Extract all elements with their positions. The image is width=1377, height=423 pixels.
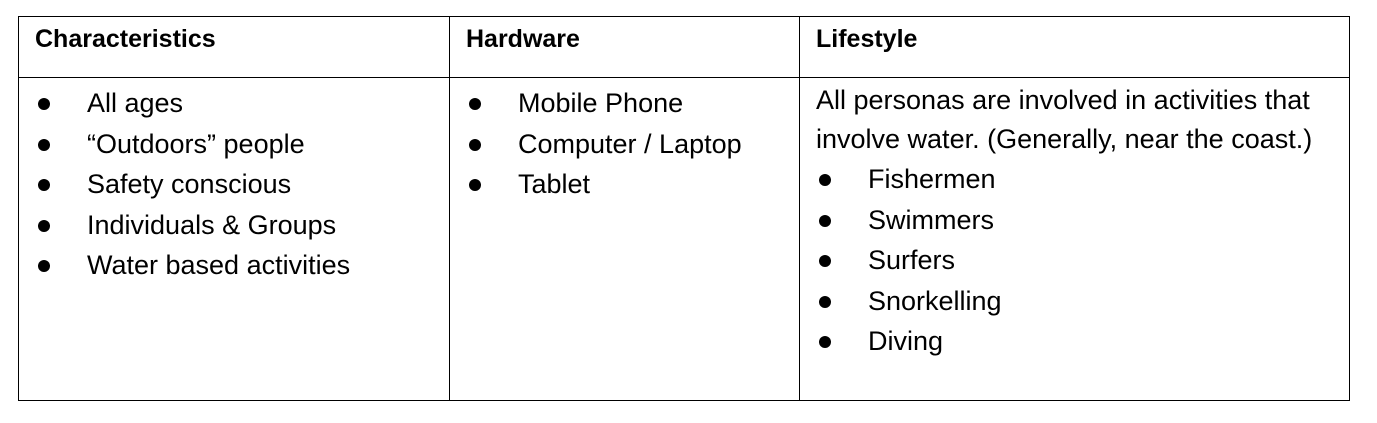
bullet-icon (819, 214, 831, 227)
list-item-label: Water based activities (87, 250, 351, 281)
list-item-label: Fishermen (868, 164, 996, 194)
list-item-label: Individuals & Groups (87, 209, 337, 240)
header-lifestyle: Lifestyle (816, 25, 918, 53)
list-item: “Outdoors” people (19, 124, 350, 165)
list-item-label: All ages (87, 88, 184, 118)
list-item: Computer / Laptop (450, 124, 742, 165)
list-item-label: Safety conscious (87, 169, 292, 200)
lifestyle-cell: All personas are involved in activities … (800, 81, 1346, 362)
bullet-icon (469, 98, 481, 110)
column-divider-2 (799, 17, 800, 400)
list-item: Diving (800, 321, 1346, 362)
list-item: All ages (19, 83, 350, 124)
list-item: Tablet (450, 164, 742, 205)
list-item: Mobile Phone (450, 83, 742, 124)
hardware-list: Mobile Phone Computer / Laptop Tablet (450, 83, 742, 205)
bullet-icon (38, 98, 50, 110)
list-item-label: Mobile Phone (518, 88, 684, 118)
list-item: Swimmers (800, 200, 1346, 241)
header-divider (19, 77, 1349, 78)
list-item-label: Snorkelling (868, 285, 1002, 316)
bullet-icon (469, 179, 481, 192)
list-item-label: Tablet (518, 169, 591, 200)
list-item-label: Swimmers (868, 204, 994, 235)
bullet-icon (38, 260, 50, 273)
list-item: Individuals & Groups (19, 205, 350, 246)
bullet-icon (38, 219, 50, 232)
header-characteristics: Characteristics (35, 25, 216, 53)
column-divider-1 (449, 17, 450, 400)
bullet-icon (469, 138, 481, 151)
list-item-label: Surfers (868, 245, 956, 276)
list-item: Water based activities (19, 245, 350, 286)
list-item: Fishermen (800, 159, 1346, 200)
bullet-icon (819, 336, 831, 349)
list-item-label: Diving (868, 326, 944, 357)
lifestyle-list: Fishermen Swimmers Surfers Snorkelling D… (800, 159, 1346, 362)
list-item-label: “Outdoors” people (87, 128, 305, 159)
bullet-icon (819, 255, 831, 268)
bullet-icon (819, 174, 831, 186)
bullet-icon (38, 138, 50, 151)
bullet-icon (38, 179, 50, 192)
bullet-icon (819, 295, 831, 308)
lifestyle-intro: All personas are involved in activities … (816, 85, 1313, 154)
persona-table: Characteristics Hardware Lifestyle All a… (18, 16, 1350, 401)
list-item: Safety conscious (19, 164, 350, 205)
characteristics-list: All ages “Outdoors” people Safety consci… (19, 83, 350, 286)
header-hardware: Hardware (466, 25, 580, 53)
list-item-label: Computer / Laptop (518, 128, 742, 159)
characteristics-cell: All ages “Outdoors” people Safety consci… (19, 83, 350, 286)
hardware-cell: Mobile Phone Computer / Laptop Tablet (450, 83, 742, 205)
list-item: Surfers (800, 240, 1346, 281)
list-item: Snorkelling (800, 281, 1346, 322)
